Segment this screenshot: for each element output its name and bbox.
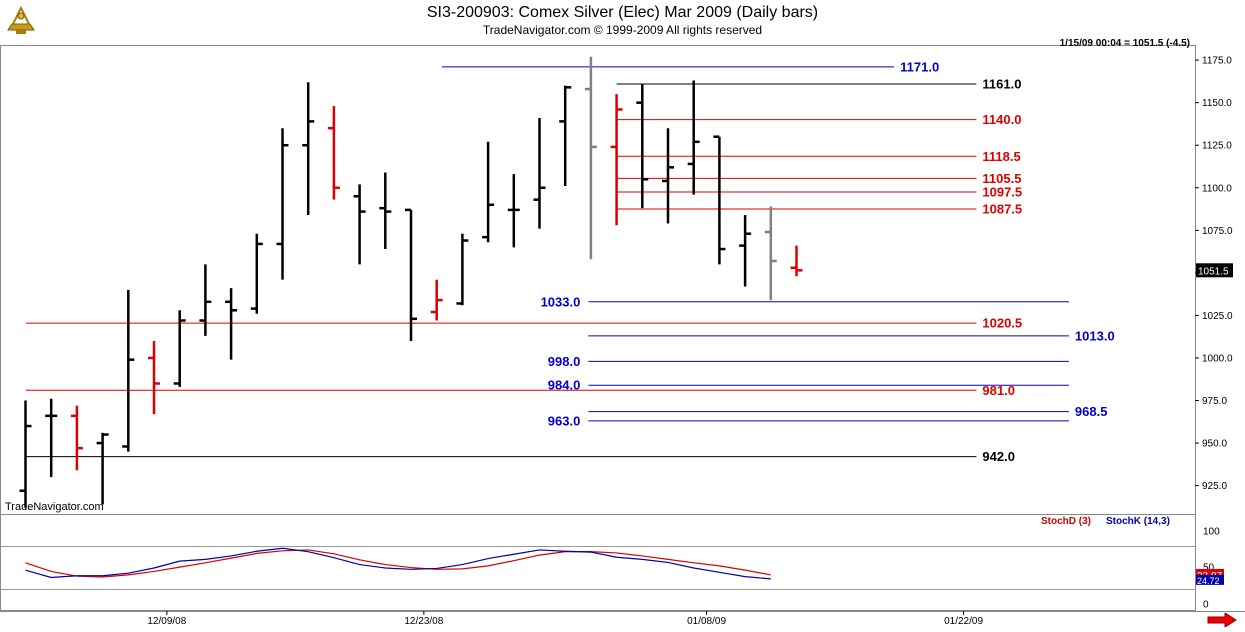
last-price-label: 1051.5 [1196,263,1233,278]
scroll-right-arrow-icon[interactable] [1207,612,1237,628]
stoch-line [25,547,771,580]
ohlc-bar [456,233,469,306]
ohlc-bar [353,184,366,265]
level-label: 942.0 [982,449,1015,464]
ohlc-bar [790,245,803,277]
ohlc-bar [584,56,597,260]
ohlc-bar [70,405,83,471]
ohlc-bar [430,279,443,321]
date-tick-label: 12/09/08 [147,616,186,627]
price-tick-label: 1000.0 [1202,353,1233,364]
ohlc-bar [225,288,238,360]
date-axis: 12/09/08 12/23/08 01/08/09 01/22/09 [147,611,983,627]
ohlc-bar [739,214,752,287]
ohlc-bar [173,310,186,387]
price-tick-label: 1100.0 [1202,183,1232,194]
price-tick-label: 975.0 [1202,396,1227,407]
level-label: 1140.0 [982,112,1021,127]
price-tick-label: 1175.0 [1202,56,1232,67]
date-tick-label: 01/08/09 [687,616,726,627]
level-label: 1171.0 [900,59,939,74]
stoch-k-last-text: 24.72 [1197,576,1220,586]
price-readout: 1/15/09 00:04 = 1051.5 (-4.5) [1059,38,1190,49]
ohlc-bar [482,141,495,243]
level-label: 963.0 [548,413,581,428]
price-tick-label: 1125.0 [1202,141,1232,152]
ohlc-bar [199,264,212,336]
stoch-line [25,549,771,578]
level-label: 1020.5 [982,316,1022,331]
level-label: 1097.5 [982,185,1022,200]
ohlc-bar [764,206,777,301]
ohlc-bar [148,340,160,415]
level-label: 1161.0 [982,76,1021,91]
stoch-k-last-box [1196,574,1224,585]
ohlc-bar [276,128,289,280]
ohlc-bar [610,94,623,226]
price-tick-label: 925.0 [1202,481,1227,492]
level-label: 968.5 [1075,404,1108,419]
price-tick-label: 1075.0 [1202,226,1233,237]
stoch-layer: 10050033.8724.72 [1,527,1224,611]
price-tick-label: 950.0 [1202,439,1227,450]
ohlc-bar [96,432,109,505]
price-tick-label: 1150.0 [1202,98,1232,109]
ohlc-bar [19,400,32,508]
bars-layer [19,56,803,508]
last-price-box [1196,263,1233,278]
ohlc-bar [662,128,674,224]
ohlc-bar [250,233,263,314]
stoch-tick-label: 50 [1203,563,1215,574]
watermark: TradeNavigator.com [5,501,104,513]
price-tick-label: 1025.0 [1202,311,1233,322]
ohlc-bar [507,174,520,248]
stoch-tick-label: 100 [1203,527,1220,538]
ohlc-bar [379,172,392,250]
level-label: 998.0 [548,354,581,369]
ohlc-bar [122,289,135,452]
level-label: 984.0 [548,378,581,393]
level-label: 1087.5 [982,202,1022,217]
level-label: 1033.0 [541,294,581,309]
ohlc-bar [687,80,700,195]
ohlc-bar [405,208,417,341]
stoch-k-legend[interactable]: StochK (14,3) [1106,516,1170,527]
ohlc-bar [713,135,726,265]
sextant-logo-icon [4,4,38,36]
ohlc-bar [45,398,58,478]
date-tick-label: 01/22/09 [944,616,983,627]
level-label: 1105.5 [982,171,1021,186]
stoch-d-legend[interactable]: StochD (3) [1041,516,1091,527]
stoch-tick-label: 0 [1203,600,1209,611]
date-tick-label: 12/23/08 [404,616,443,627]
ohlc-bar [636,83,649,209]
ohlc-bar [533,117,546,229]
level-label: 981.0 [982,383,1015,398]
last-price-text: 1051.5 [1198,266,1229,277]
ohlc-bar [302,82,315,215]
ohlc-bar [327,106,340,200]
ohlc-bar [559,85,572,187]
level-label: 1013.0 [1075,328,1115,343]
level-label: 1118.5 [982,149,1020,164]
copyright-subtitle: TradeNavigator.com © 1999-2009 All right… [482,23,763,37]
chart-title: SI3-200903: Comex Silver (Elec) Mar 2009… [426,4,819,21]
